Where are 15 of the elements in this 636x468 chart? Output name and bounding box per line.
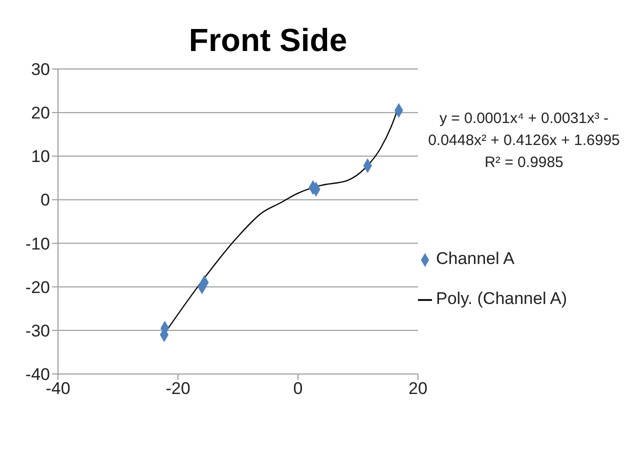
legend-label: Poly. (Channel A) xyxy=(436,289,568,308)
y-tick-label: -10 xyxy=(25,234,50,254)
y-tick-label: 10 xyxy=(31,147,50,166)
x-tick-label: 20 xyxy=(408,379,428,398)
y-tick-label: 30 xyxy=(31,60,50,80)
y-tick-label: -30 xyxy=(25,321,50,340)
x-tick-label: -20 xyxy=(166,379,190,398)
text: R² = 0.9985 xyxy=(484,153,564,173)
y-tick-label: 0 xyxy=(40,190,50,210)
text: y = 0.0001x⁴ + 0.0031x³ - 0.0448x² + 0.4126x + 1.6995 xyxy=(427,109,621,151)
chart-title: Front Side xyxy=(188,21,348,59)
y-tick-label: -20 xyxy=(25,278,50,297)
x-tick-label: 0 xyxy=(293,379,303,398)
legend-label: Channel A xyxy=(436,249,514,268)
y-tick-label: 20 xyxy=(31,104,50,123)
